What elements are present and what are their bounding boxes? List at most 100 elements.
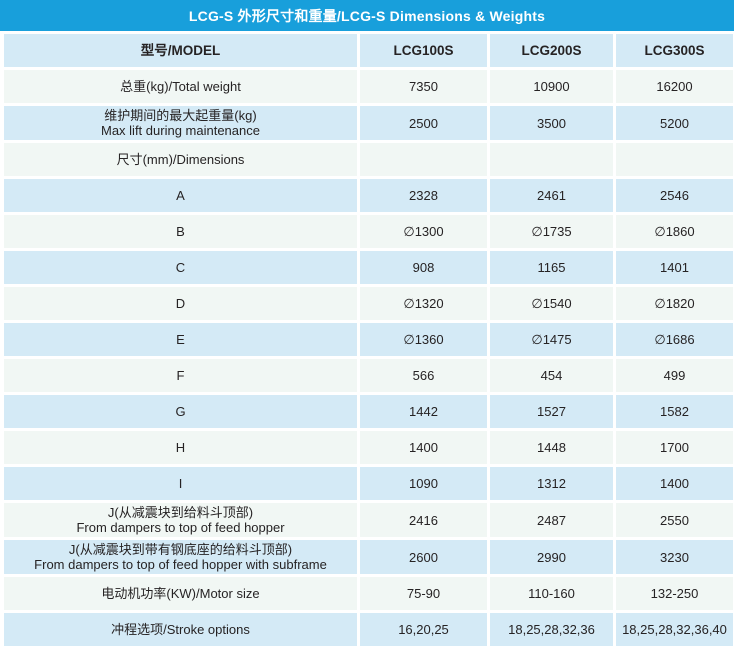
value-cell: ∅1860 [616, 215, 733, 248]
row-label-cell: C [4, 251, 357, 284]
row-label-cell: J(从减震块到带有钢底座的给料斗顶部) From dampers to top … [4, 540, 357, 574]
row-label-line1: J(从减震块到给料斗顶部) [107, 505, 254, 520]
table-row-max-lift: 维护期间的最大起重量(kg) Max lift during maintenan… [4, 106, 733, 140]
column-header-lcg300s: LCG300S [616, 34, 733, 67]
row-label-cell: J(从减震块到给料斗顶部) From dampers to top of fee… [4, 503, 357, 537]
row-label-line2: Max lift during maintenance [101, 123, 260, 138]
row-label-cell: 冲程选项/Stroke options [4, 613, 357, 646]
value-cell: 132-250 [616, 577, 733, 610]
row-label-line1: 维护期间的最大起重量(kg) [104, 108, 257, 123]
value-cell: 1312 [490, 467, 613, 500]
value-cell [490, 143, 613, 176]
value-cell [360, 143, 487, 176]
table-title: LCG-S 外形尺寸和重量/LCG-S Dimensions & Weights [188, 7, 546, 24]
value-cell: ∅1320 [360, 287, 487, 320]
value-cell: 7350 [360, 70, 487, 103]
value-cell: 454 [490, 359, 613, 392]
row-label-line1: 电动机功率(KW)/Motor size [101, 586, 260, 601]
value-cell: 18,25,28,32,36 [490, 613, 613, 646]
value-cell: ∅1300 [360, 215, 487, 248]
row-label-cell: A [4, 179, 357, 212]
column-header-lcg100s: LCG100S [360, 34, 487, 67]
value-cell: 2487 [490, 503, 613, 537]
row-label-cell: H [4, 431, 357, 464]
value-cell: 1442 [360, 395, 487, 428]
value-cell: ∅1820 [616, 287, 733, 320]
row-label-line1: 冲程选项/Stroke options [111, 622, 250, 637]
table-row-dim-d: D ∅1320 ∅1540 ∅1820 [4, 287, 733, 320]
value-cell: 2416 [360, 503, 487, 537]
row-label-line1: 尺寸(mm)/Dimensions [116, 152, 245, 167]
table-row-dimensions-heading: 尺寸(mm)/Dimensions [4, 143, 733, 176]
row-label-cell: D [4, 287, 357, 320]
table-row-dim-h: H 1400 1448 1700 [4, 431, 733, 464]
row-label-cell: G [4, 395, 357, 428]
table-row-dim-f: F 566 454 499 [4, 359, 733, 392]
value-cell: 2546 [616, 179, 733, 212]
value-cell: 2550 [616, 503, 733, 537]
value-cell: 16,20,25 [360, 613, 487, 646]
value-cell: 2461 [490, 179, 613, 212]
value-cell: 1448 [490, 431, 613, 464]
spec-table: 型号/MODEL LCG100S LCG200S LCG300S 总重(kg)/… [4, 34, 733, 646]
table-row-total-weight: 总重(kg)/Total weight 7350 10900 16200 [4, 70, 733, 103]
row-label-line1: 总重(kg)/Total weight [120, 79, 241, 94]
table-header-row: 型号/MODEL LCG100S LCG200S LCG300S [4, 34, 733, 67]
table-row-motor-size: 电动机功率(KW)/Motor size 75-90 110-160 132-2… [4, 577, 733, 610]
row-label-cell: 总重(kg)/Total weight [4, 70, 357, 103]
row-label-cell: I [4, 467, 357, 500]
value-cell: 2328 [360, 179, 487, 212]
value-cell: 1527 [490, 395, 613, 428]
value-cell: ∅1540 [490, 287, 613, 320]
table-row-dim-e: E ∅1360 ∅1475 ∅1686 [4, 323, 733, 356]
value-cell: 2600 [360, 540, 487, 574]
value-cell: 75-90 [360, 577, 487, 610]
value-cell: 18,25,28,32,36,40 [616, 613, 733, 646]
value-cell: 908 [360, 251, 487, 284]
value-cell: 1400 [616, 467, 733, 500]
value-cell: 16200 [616, 70, 733, 103]
value-cell: 2500 [360, 106, 487, 140]
table-row-dim-a: A 2328 2461 2546 [4, 179, 733, 212]
model-header-cell: 型号/MODEL [4, 34, 357, 67]
value-cell: ∅1686 [616, 323, 733, 356]
value-cell: 1582 [616, 395, 733, 428]
value-cell: 3500 [490, 106, 613, 140]
value-cell: ∅1735 [490, 215, 613, 248]
table-row-dim-i: I 1090 1312 1400 [4, 467, 733, 500]
row-label-line1: E [176, 332, 185, 347]
column-header-lcg200s: LCG200S [490, 34, 613, 67]
table-row-dim-c: C 908 1165 1401 [4, 251, 733, 284]
table-row-j-feed-hopper: J(从减震块到给料斗顶部) From dampers to top of fee… [4, 503, 733, 537]
row-label-line1: B [176, 224, 185, 239]
row-label-cell: F [4, 359, 357, 392]
value-cell: 1700 [616, 431, 733, 464]
row-label-line1: J(从减震块到带有钢底座的给料斗顶部) [68, 542, 293, 557]
value-cell: ∅1360 [360, 323, 487, 356]
row-label-line2: From dampers to top of feed hopper with … [34, 557, 327, 572]
row-label-line2: From dampers to top of feed hopper [76, 520, 285, 535]
row-label-cell: 电动机功率(KW)/Motor size [4, 577, 357, 610]
table-row-dim-g: G 1442 1527 1582 [4, 395, 733, 428]
row-label-cell: 尺寸(mm)/Dimensions [4, 143, 357, 176]
row-label-line1: F [176, 368, 185, 383]
table-row-j-subframe: J(从减震块到带有钢底座的给料斗顶部) From dampers to top … [4, 540, 733, 574]
row-label-line1: H [175, 440, 186, 455]
value-cell: 1400 [360, 431, 487, 464]
value-cell: 5200 [616, 106, 733, 140]
value-cell: 499 [616, 359, 733, 392]
value-cell: 10900 [490, 70, 613, 103]
row-label-cell: 维护期间的最大起重量(kg) Max lift during maintenan… [4, 106, 357, 140]
value-cell: ∅1475 [490, 323, 613, 356]
row-label-line1: C [175, 260, 186, 275]
value-cell [616, 143, 733, 176]
value-cell: 3230 [616, 540, 733, 574]
value-cell: 1165 [490, 251, 613, 284]
row-label-line1: I [178, 476, 183, 491]
row-label-line1: D [175, 296, 186, 311]
row-label-line1: G [175, 404, 186, 419]
value-cell: 1090 [360, 467, 487, 500]
table-row-dim-b: B ∅1300 ∅1735 ∅1860 [4, 215, 733, 248]
table-title-bar: LCG-S 外形尺寸和重量/LCG-S Dimensions & Weights [0, 0, 734, 31]
